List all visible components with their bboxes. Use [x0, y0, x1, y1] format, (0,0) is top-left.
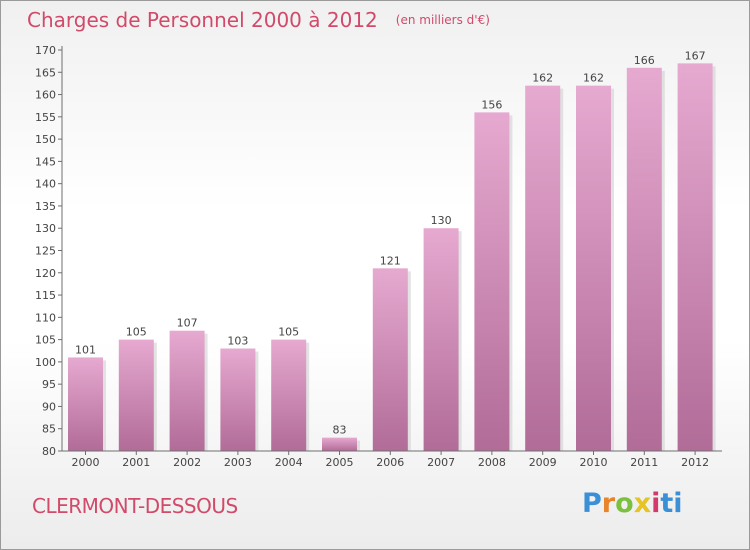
- data-label: 130: [431, 214, 452, 227]
- chart-title: Charges de Personnel 2000 à 2012 (en mill…: [27, 8, 490, 32]
- bar: [68, 357, 103, 451]
- y-tick-label: 165: [35, 66, 56, 79]
- logo-letter: x: [633, 488, 652, 519]
- bar: [271, 339, 307, 451]
- y-tick-label: 135: [35, 200, 56, 213]
- bar: [220, 348, 256, 451]
- y-tick-label: 110: [35, 311, 56, 324]
- y-tick-label: 120: [35, 267, 56, 280]
- y-tick-label: 125: [35, 245, 56, 258]
- y-tick-label: 160: [35, 89, 56, 102]
- x-tick-label: 2002: [173, 456, 201, 469]
- x-tick-label: 2006: [376, 456, 404, 469]
- data-label: 105: [278, 326, 299, 339]
- logo-letter: P: [582, 488, 602, 519]
- y-tick-label: 95: [42, 378, 56, 391]
- logo-letter: i: [651, 488, 661, 519]
- logo-letter: r: [601, 488, 616, 519]
- y-tick-label: 105: [35, 334, 56, 347]
- chart-subtitle: (en milliers d'€): [395, 13, 490, 27]
- data-label: 83: [333, 424, 347, 437]
- x-tick-label: 2010: [580, 456, 608, 469]
- commune-name: CLERMONT-DESSOUS: [32, 494, 238, 518]
- bar: [169, 330, 205, 451]
- x-tick-label: 2011: [630, 456, 658, 469]
- chart-title-text: Charges de Personnel 2000 à 2012: [27, 8, 378, 32]
- bar: [423, 228, 459, 451]
- bar: [372, 268, 408, 451]
- bars: 101 105 107 103 105 83 121 130 156 162 162 166 167: [68, 49, 716, 452]
- bar: [626, 67, 662, 452]
- bar: [474, 112, 510, 451]
- data-label: 167: [685, 49, 706, 62]
- data-label: 162: [583, 72, 604, 85]
- data-label: 162: [532, 72, 553, 85]
- x-axis: 2000 2001 2002 2003 2004 2005 2006 2007 2008 2009…: [62, 450, 722, 469]
- y-tick-label: 80: [42, 445, 56, 458]
- data-label: 101: [75, 343, 96, 356]
- data-label: 156: [481, 98, 502, 111]
- bar: [576, 85, 611, 452]
- y-tick-label: 115: [35, 289, 56, 302]
- y-tick-label: 150: [35, 133, 56, 146]
- y-tick-label: 85: [42, 423, 56, 436]
- y-tick-label: 130: [35, 222, 56, 235]
- bar: [322, 437, 357, 451]
- x-tick-label: 2012: [681, 456, 709, 469]
- x-tick-label: 2000: [72, 456, 100, 469]
- data-label: 103: [227, 335, 248, 348]
- logo-letter: ti: [660, 488, 683, 519]
- bar: [677, 63, 713, 451]
- y-tick-label: 140: [35, 178, 56, 191]
- data-label: 105: [126, 326, 147, 339]
- bar: [525, 85, 561, 452]
- x-tick-label: 2009: [529, 456, 557, 469]
- x-tick-label: 2004: [275, 456, 303, 469]
- y-axis: 80 85 90 95 100 105 110 115 120 125 130 135 140 145 15…: [35, 44, 63, 458]
- data-label: 121: [380, 254, 401, 267]
- x-tick-label: 2001: [122, 456, 150, 469]
- x-tick-label: 2003: [224, 456, 252, 469]
- bar: [118, 339, 154, 451]
- x-tick-label: 2008: [478, 456, 506, 469]
- y-tick-label: 170: [35, 44, 56, 57]
- y-tick-label: 155: [35, 111, 56, 124]
- x-tick-label: 2005: [326, 456, 354, 469]
- y-tick-label: 100: [35, 356, 56, 369]
- proxiti-logo: Proxiti: [582, 488, 683, 519]
- data-label: 166: [634, 54, 655, 67]
- logo-letter: o: [615, 488, 634, 519]
- data-label: 107: [177, 317, 198, 330]
- y-tick-label: 90: [42, 400, 56, 413]
- y-tick-label: 145: [35, 155, 56, 168]
- x-tick-label: 2007: [427, 456, 455, 469]
